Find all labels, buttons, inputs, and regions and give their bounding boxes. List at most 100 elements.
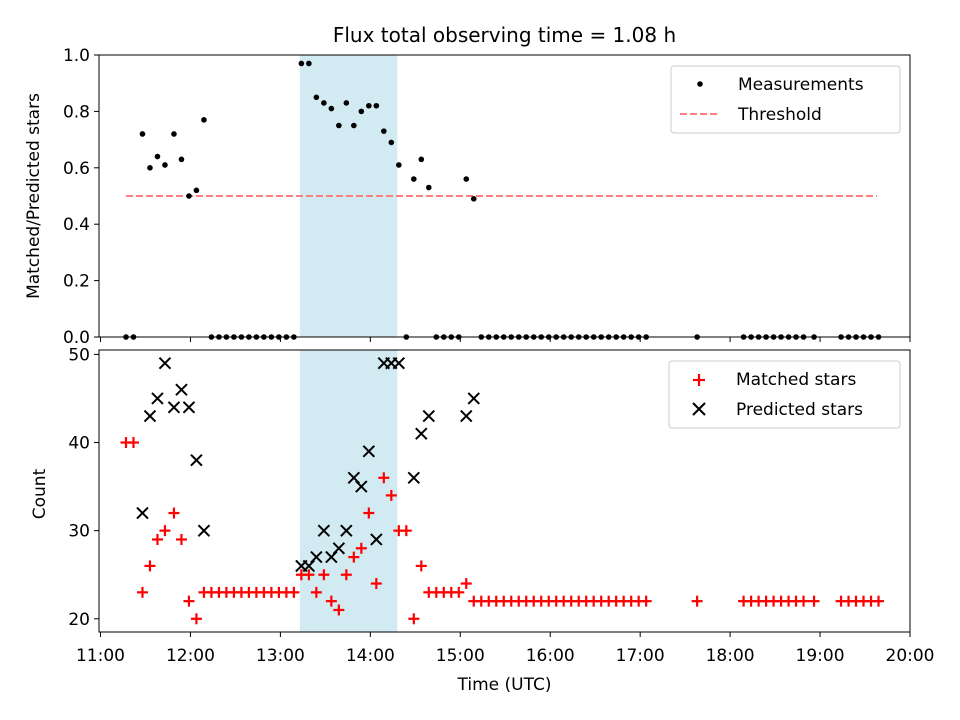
matched-star-point — [415, 560, 427, 572]
legend-measurements-label: Measurements — [738, 75, 864, 95]
y-tick-label: 1.0 — [63, 46, 90, 66]
measurement-point — [373, 102, 380, 109]
measurement-point — [147, 165, 153, 171]
measurement-point — [298, 60, 305, 67]
predicted-star-point — [340, 524, 353, 537]
measurement-point — [178, 156, 185, 163]
measurement-point — [171, 131, 177, 137]
predicted-star-point — [460, 409, 473, 423]
y-tick-label: 0.0 — [63, 328, 90, 348]
predicted-star-point — [355, 480, 368, 493]
legend-measurements-marker — [697, 81, 703, 87]
y-tick-label: 40 — [68, 434, 90, 454]
legend-threshold-label: Threshold — [737, 105, 822, 125]
legend-matched-marker — [693, 374, 705, 386]
measurement-point — [343, 100, 350, 106]
measurement-point — [162, 162, 168, 168]
matched-star-point — [151, 533, 163, 545]
top-panel: 0.0 0.2 0.4 0.6 0.8 1.0 Flux total observing … — [24, 23, 911, 348]
legend-matched-label: Matched stars — [736, 370, 856, 390]
predicted-star-point — [362, 445, 376, 458]
matched-star-point — [318, 569, 330, 581]
predicted-star-point — [167, 401, 181, 414]
y-tick-label: 0.8 — [63, 102, 90, 122]
predicted-star-point — [332, 542, 346, 555]
x-tick-label: 19:00 — [796, 646, 845, 666]
top-legend-box — [670, 65, 901, 134]
y-tick-label: 50 — [68, 345, 90, 365]
predicted-star-point — [422, 409, 436, 423]
measurement-point — [321, 100, 327, 106]
matched-star-point — [378, 472, 390, 484]
matched-star-point — [303, 569, 315, 581]
bottom-plot-frame — [98, 349, 911, 633]
matched-star-point — [175, 533, 187, 545]
bottom-legend-box — [668, 360, 901, 429]
measurement-point — [328, 105, 335, 112]
x-tick-label: 17:00 — [616, 646, 665, 666]
measurement-point — [313, 94, 320, 101]
legend-predicted-marker — [692, 402, 706, 416]
matched-star-point — [340, 569, 352, 581]
predicted-star-point — [407, 471, 421, 484]
bottom-x-ticks: 11:00 12:00 13:00 14:00 15:00 16:00 17:00 18:00… — [76, 632, 935, 666]
measurement-point — [388, 139, 395, 146]
bottom-y-ticks: 20 30 40 50 — [68, 345, 99, 630]
top-chart-title: Flux total observing time = 1.08 h — [333, 23, 676, 47]
predicted-star-point — [175, 383, 188, 396]
x-tick-label: 16:00 — [526, 646, 575, 666]
measurement-point — [418, 156, 425, 163]
predicted-star-point — [190, 453, 203, 467]
matched-star-point — [310, 586, 322, 598]
matched-star-point — [168, 507, 180, 519]
matched-star-point — [400, 525, 412, 537]
predicted-star-point — [392, 357, 406, 370]
matched-star-point — [453, 586, 465, 598]
bottom-highlight-span — [299, 350, 398, 632]
legend-predicted-label: Predicted stars — [736, 400, 863, 420]
matched-star-point — [460, 578, 472, 590]
matched-star-point — [370, 578, 382, 590]
top-y-axis-label: Matched/Predicted stars — [24, 93, 44, 299]
y-tick-label: 20 — [68, 610, 90, 630]
measurement-point — [139, 131, 146, 137]
matched-star-point — [136, 586, 148, 598]
measurement-point — [186, 193, 192, 199]
measurement-point — [306, 60, 312, 67]
predicted-star-point — [317, 524, 331, 537]
predicted-star-point — [310, 550, 323, 564]
measurement-point — [411, 176, 417, 182]
matched-star-point — [408, 613, 420, 625]
predicted-star-point — [370, 533, 383, 546]
matched-star-point — [144, 560, 156, 572]
x-tick-label: 20:00 — [886, 646, 935, 666]
matched-star-point — [355, 542, 367, 554]
y-tick-label: 30 — [68, 522, 90, 542]
y-tick-label: 0.6 — [63, 159, 90, 179]
measurement-point — [193, 187, 200, 194]
measurement-point — [470, 196, 477, 202]
y-tick-label: 0.4 — [63, 215, 90, 235]
y-tick-label: 0.2 — [63, 272, 90, 292]
matched-star-point — [159, 525, 171, 537]
x-tick-label: 18:00 — [706, 646, 755, 666]
matched-star-point — [348, 551, 360, 563]
x-tick-label: 13:00 — [256, 646, 305, 666]
predicted-star-point — [158, 357, 172, 370]
measurement-point — [463, 176, 470, 182]
x-tick-label: 11:00 — [76, 646, 125, 666]
top-y-ticks: 0.0 0.2 0.4 0.6 0.8 1.0 — [63, 46, 99, 348]
measurement-point — [154, 153, 161, 160]
predicted-star-point — [151, 392, 164, 405]
predicted-star-point — [197, 524, 211, 537]
predicted-star-point — [182, 401, 196, 414]
matched-star-point — [127, 437, 139, 449]
measurement-point — [366, 102, 372, 109]
measurement-point — [336, 122, 342, 129]
measurement-point — [201, 117, 207, 123]
matched-star-point — [183, 595, 195, 607]
x-tick-label: 12:00 — [166, 646, 215, 666]
matched-star-point — [640, 595, 652, 607]
x-tick-label: 15:00 — [436, 646, 485, 666]
measurement-point — [396, 162, 402, 168]
